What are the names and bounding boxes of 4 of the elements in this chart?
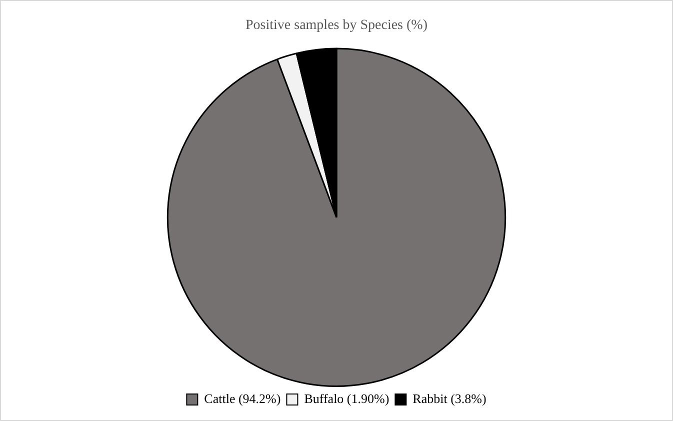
legend-label: Rabbit (3.8%) (412, 390, 486, 406)
legend-label: Buffalo (1.90%) (304, 390, 390, 406)
chart-title: Positive samples by Species (%) (246, 18, 428, 34)
legend-label: Cattle (94.2%) (204, 390, 281, 406)
